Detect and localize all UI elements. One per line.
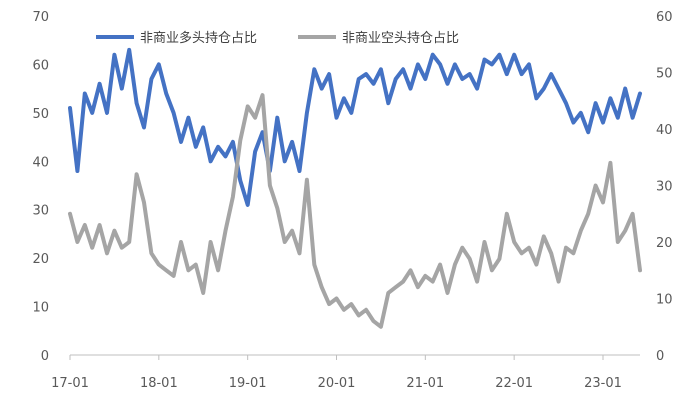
y-right-tick-label: 30 bbox=[656, 180, 673, 195]
y-left-tick-label: 30 bbox=[32, 204, 49, 219]
y-right-tick-label: 20 bbox=[656, 236, 673, 251]
y-left-tick-label: 50 bbox=[32, 107, 49, 122]
y-left-tick-label: 40 bbox=[32, 155, 49, 170]
x-tick-label: 17-01 bbox=[51, 376, 89, 391]
series-line-2 bbox=[68, 93, 642, 329]
legend-label-2: 非商业空头持仓占比 bbox=[342, 31, 459, 46]
y-left-tick-label: 70 bbox=[32, 10, 49, 25]
y-right-tick-label: 50 bbox=[656, 67, 673, 82]
y-left-tick-label: 60 bbox=[32, 58, 49, 73]
y-right-tick-label: 0 bbox=[656, 349, 664, 364]
y-left-tick-label: 20 bbox=[32, 252, 49, 267]
series-line-1 bbox=[68, 47, 642, 207]
x-tick-label: 19-01 bbox=[229, 376, 267, 391]
y-right-tick-label: 40 bbox=[656, 123, 673, 138]
y-right-tick-label: 60 bbox=[656, 10, 673, 25]
y-right-tick-label: 10 bbox=[656, 293, 673, 308]
chart-legend: 非商业多头持仓占比 非商业空头持仓占比 bbox=[96, 30, 459, 46]
series-layer bbox=[68, 47, 642, 329]
x-tick-label: 21-01 bbox=[406, 376, 444, 391]
chart-axes: 17-01 18-01 19-01 20-01 21-01 22-01 23-01 0 10 20… bbox=[32, 10, 672, 391]
y-left-tick-label: 10 bbox=[32, 301, 49, 316]
x-tick-label: 20-01 bbox=[318, 376, 356, 391]
y-left-tick-label: 0 bbox=[41, 349, 49, 364]
x-tick-label: 18-01 bbox=[140, 376, 178, 391]
x-tick-label: 23-01 bbox=[584, 376, 622, 391]
legend-label-1: 非商业多头持仓占比 bbox=[140, 30, 257, 46]
x-tick-label: 22-01 bbox=[495, 376, 533, 391]
